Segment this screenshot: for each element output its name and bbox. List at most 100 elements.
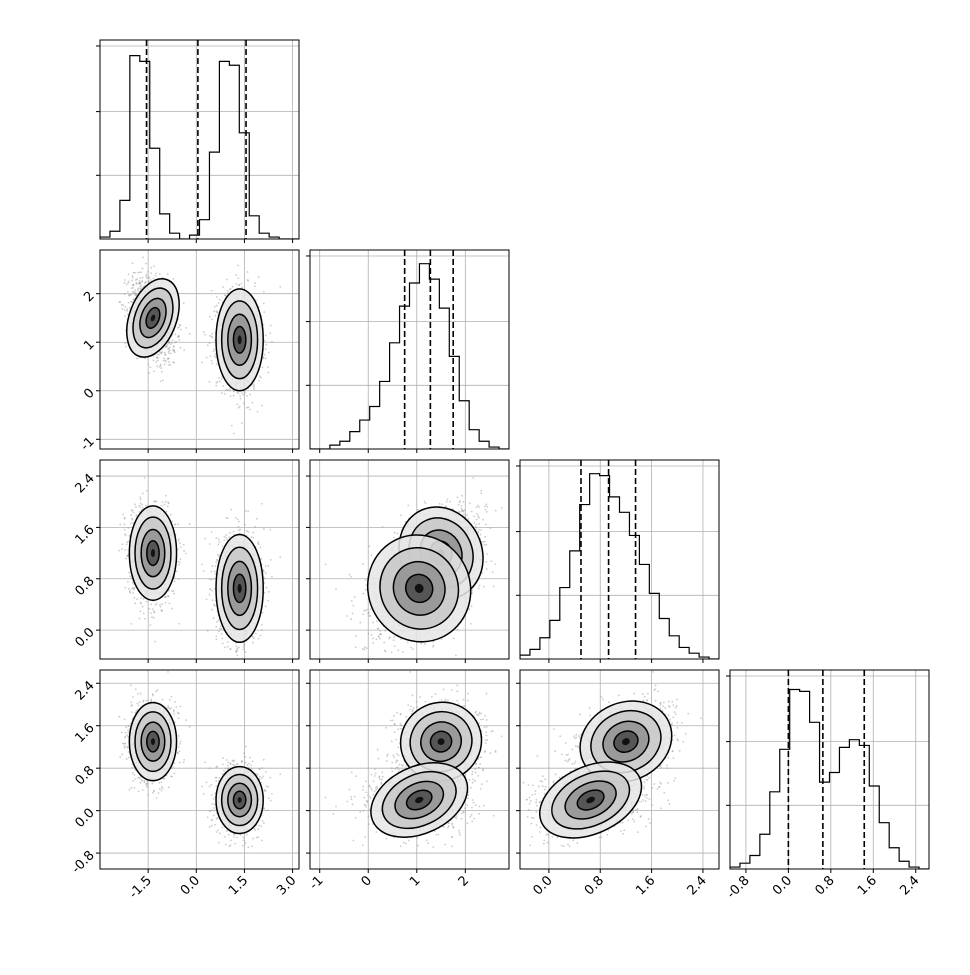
scatter-point-1-0-0 [183, 349, 185, 351]
scatter-point-1-0-843 [219, 380, 221, 382]
scatter-point-1-0-391 [221, 392, 223, 394]
scatter-point-2-0-1808 [143, 598, 145, 600]
scatter-point-2-0-129 [254, 526, 256, 528]
scatter-point-1-0-635 [236, 283, 238, 285]
panel-1-1 [306, 250, 509, 453]
scatter-point-2-0-734 [141, 504, 143, 506]
scatter-point-1-0-1758 [165, 360, 167, 362]
scatter-point-2-0-1737 [267, 600, 269, 602]
scatter-point-1-0-2016 [135, 289, 137, 291]
scatter-point-2-0-2182 [129, 590, 131, 592]
scatter-point-2-0-1952 [126, 555, 128, 557]
scatter-point-1-0-2408 [132, 262, 134, 264]
scatter-point-2-0-276 [176, 570, 178, 572]
scatter-point-2-0-2051 [224, 646, 226, 648]
scatter-point-1-0-1846 [124, 309, 126, 311]
scatter-point-2-0-1939 [252, 532, 254, 534]
scatter-point-1-0-1620 [142, 256, 144, 258]
scatter-point-1-0-1071 [209, 381, 211, 383]
scatter-point-1-0-2268 [160, 352, 162, 354]
panel-frame-1-1 [310, 250, 509, 449]
scatter-point-1-0-632 [126, 283, 128, 285]
scatter-point-2-0-1773 [252, 636, 254, 638]
scatter-point-2-0-1460 [149, 624, 151, 626]
scatter-point-2-0-625 [235, 645, 237, 647]
scatter-point-2-0-1437 [221, 638, 223, 640]
scatter-point-1-0-2384 [119, 301, 121, 303]
scatter-point-1-0-1961 [267, 372, 269, 374]
scatter-point-2-0-966 [145, 505, 147, 507]
scatter-point-1-0-1348 [180, 347, 182, 349]
scatter-point-2-0-142 [128, 588, 130, 590]
scatter-point-1-0-2062 [138, 290, 140, 292]
scatter-point-2-0-490 [121, 548, 123, 550]
scatter-point-1-0-1731 [219, 299, 221, 301]
scatter-point-1-0-756 [170, 343, 172, 345]
scatter-point-2-0-787 [261, 629, 263, 631]
scatter-point-1-0-1422 [173, 278, 175, 280]
scatter-point-1-0-1043 [270, 325, 272, 327]
scatter-point-2-0-1803 [223, 539, 225, 541]
scatter-point-1-0-2379 [258, 276, 260, 278]
scatter-point-2-0-991 [218, 543, 220, 545]
scatter-point-1-0-1828 [131, 287, 133, 289]
scatter-point-1-0-831 [253, 385, 255, 387]
scatter-point-2-0-127 [266, 587, 268, 589]
scatter-point-1-0-2112 [122, 304, 124, 306]
scatter-point-1-0-1750 [131, 280, 133, 282]
scatter-point-1-0-1996 [140, 284, 142, 286]
scatter-point-1-0-1338 [155, 273, 157, 275]
scatter-point-2-0-1678 [146, 601, 148, 603]
scatter-point-1-0-1432 [170, 364, 172, 366]
scatter-point-2-0-1761 [243, 649, 245, 651]
scatter-point-1-0-2052 [179, 325, 181, 327]
scatter-point-1-0-1611 [201, 362, 203, 364]
scatter-point-1-0-2531 [222, 385, 224, 387]
scatter-point-2-0-621 [261, 503, 263, 505]
scatter-point-2-0-750 [178, 540, 180, 542]
density-contour-1-0-1-4 [238, 335, 242, 344]
scatter-point-1-0-401 [264, 340, 266, 342]
scatter-point-2-0-981 [238, 647, 240, 649]
scatter-point-2-0-376 [168, 595, 170, 597]
scatter-point-2-0-865 [217, 554, 219, 556]
scatter-point-1-0-2507 [207, 344, 209, 346]
scatter-point-1-0-492 [168, 361, 170, 363]
scatter-point-1-0-590 [145, 274, 147, 276]
scatter-point-2-0-283 [215, 561, 217, 563]
scatter-point-1-0-1484 [136, 278, 138, 280]
scatter-point-2-0-1178 [178, 578, 180, 580]
scatter-point-2-0-946 [139, 496, 141, 498]
scatter-point-1-0-1643 [213, 310, 215, 312]
scatter-point-1-0-2411 [222, 286, 224, 288]
scatter-point-1-0-2278 [147, 363, 149, 365]
ytick-label-1-1: 0 [81, 386, 97, 402]
scatter-point-2-0-1686 [125, 534, 127, 536]
scatter-point-1-0-2395 [211, 290, 213, 292]
scatter-point-2-0-107 [218, 631, 220, 633]
scatter-point-2-0-336 [130, 514, 132, 516]
scatter-point-2-0-2117 [229, 532, 231, 534]
scatter-point-1-0-1931 [241, 287, 243, 289]
scatter-point-1-0-418 [158, 353, 160, 355]
scatter-point-2-0-1814 [150, 604, 152, 606]
scatter-point-2-0-2115 [255, 633, 257, 635]
scatter-point-1-0-1781 [262, 366, 264, 368]
scatter-point-2-0-2266 [164, 503, 166, 505]
scatter-point-2-0-1818 [127, 527, 129, 529]
scatter-point-2-0-1916 [128, 572, 130, 574]
scatter-point-1-0-658 [140, 271, 142, 273]
scatter-point-2-0-737 [212, 599, 214, 601]
scatter-point-1-0-1237 [229, 390, 231, 392]
scatter-point-1-0-1155 [244, 392, 246, 394]
scatter-point-2-0-1501 [209, 543, 211, 545]
scatter-point-1-0-651 [230, 395, 232, 397]
scatter-point-2-0-632 [126, 543, 128, 545]
scatter-point-2-0-448 [177, 523, 179, 525]
scatter-point-2-0-1861 [262, 612, 264, 614]
scatter-point-2-0-482 [178, 564, 180, 566]
scatter-point-1-0-1058 [147, 271, 149, 273]
scatter-point-1-0-668 [155, 275, 157, 277]
scatter-point-1-0-1171 [246, 271, 248, 273]
